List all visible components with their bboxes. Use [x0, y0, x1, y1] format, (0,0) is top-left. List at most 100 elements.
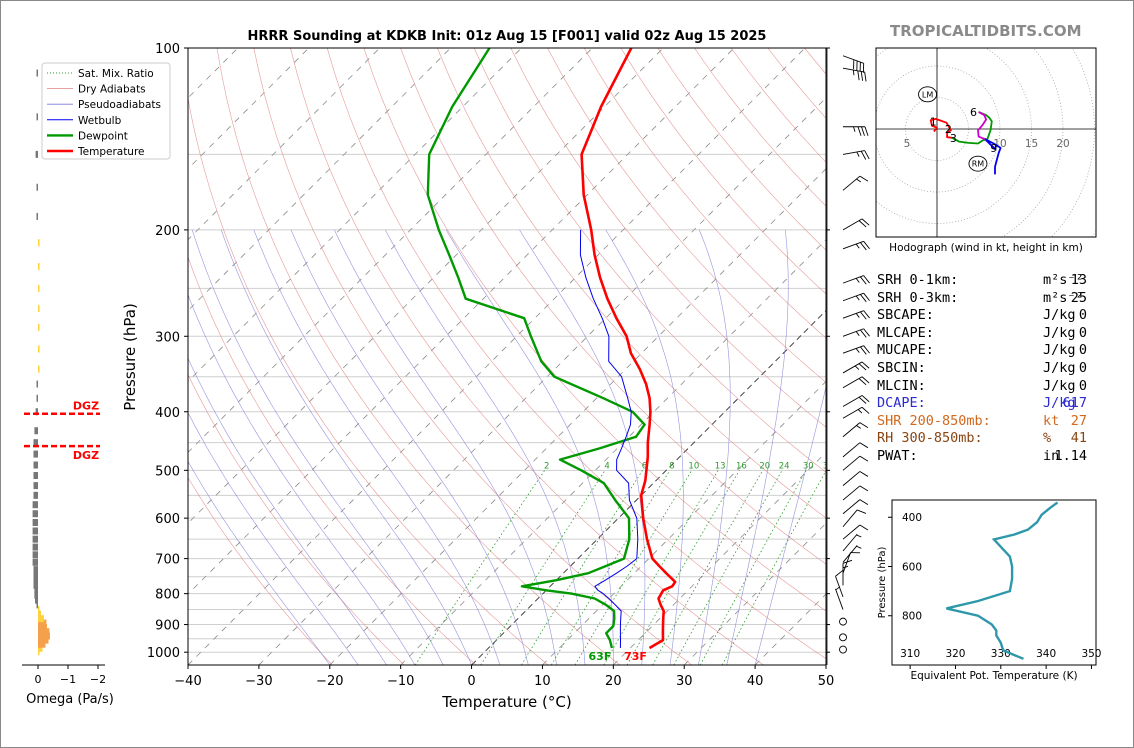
dry-adiabat-line — [510, 48, 826, 428]
x-tick-label: 20 — [605, 674, 622, 689]
omega-bar — [34, 591, 38, 599]
barb-flag — [859, 524, 869, 531]
wind-barb — [835, 586, 844, 610]
omega-bar — [38, 636, 49, 644]
omega-bar — [33, 461, 38, 469]
isotherm-line — [471, 309, 826, 665]
barb-staff — [842, 310, 864, 319]
theta-e-x-tick-label: 340 — [1036, 648, 1056, 660]
isotherm-line — [188, 48, 735, 595]
legend-label: Sat. Mix. Ratio — [78, 68, 154, 80]
theta-e-panel: 310 320 330 340 350 400 600 800 Equivalent Pot. … — [877, 499, 1101, 682]
omega-bar — [32, 510, 38, 518]
hodo-height-label: 6 — [970, 106, 977, 119]
stat-unit: J/kg — [1043, 377, 1076, 394]
barb-staff — [842, 524, 861, 540]
omega-bar — [32, 543, 38, 551]
omega-bar — [32, 518, 38, 526]
barb-flag — [860, 329, 867, 338]
wind-barb — [842, 406, 870, 419]
stat-value: 0 — [1078, 307, 1087, 324]
omega-bar — [35, 150, 38, 158]
stat-value: 617 — [1062, 395, 1087, 412]
stat-label: RH 300-850mb: — [877, 430, 983, 447]
x-tick-label: 40 — [747, 674, 764, 689]
stat-label: MLCIN: — [877, 377, 926, 394]
barb-flag — [860, 294, 867, 303]
stat-unit: m²s⁻² — [1043, 289, 1084, 306]
omega-bar — [35, 408, 38, 416]
y-tick-label: 100 — [155, 42, 180, 57]
skewt-axes-frame — [187, 47, 827, 666]
omega-tick-label: −1 — [60, 673, 76, 686]
omega-bar — [36, 183, 38, 191]
chart-title: HRRR Sounding at KDKB Init: 01z Aug 15 [… — [248, 29, 767, 44]
isotherm-line — [188, 48, 522, 383]
theta-e-frame — [891, 499, 1097, 666]
storm-motion-marker — [918, 86, 937, 103]
mixing-ratio-label: 6 — [642, 461, 647, 471]
hodo-frame — [875, 47, 1097, 238]
omega-bar — [38, 263, 40, 271]
barb-flag — [860, 276, 867, 285]
isotherm-line — [825, 664, 826, 665]
barb-flag — [859, 499, 869, 505]
dry-adiabat-line — [437, 48, 826, 519]
mixing-ratio-line — [721, 470, 826, 665]
omega-bar — [32, 527, 38, 535]
mixing-ratio-label: 10 — [688, 461, 699, 471]
storm-motion-marker — [968, 155, 988, 172]
omega-bar — [38, 640, 46, 648]
stat-value: 1.14 — [1054, 447, 1087, 464]
dry-adiabat-line — [188, 256, 477, 665]
legend-label: Dewpoint — [78, 130, 128, 142]
omega-bar — [33, 439, 38, 447]
calm-circle — [839, 633, 847, 642]
theta-e-x-label: Equivalent Pot. Temperature (K) — [910, 670, 1077, 682]
wetbulb-profile — [579, 229, 639, 649]
barb-flag — [864, 126, 869, 136]
stat-unit: J/kg — [1043, 307, 1076, 324]
pseudoadiabat-line — [445, 229, 614, 665]
brand-watermark: TROPICALTIDBITS.COM — [890, 22, 1082, 40]
barb-staff — [835, 576, 844, 598]
omega-bar — [38, 345, 40, 353]
x-axis-label: Temperature (°C) — [441, 693, 571, 711]
omega-bar — [36, 601, 38, 609]
skewt-plot-area: 2 4 6 8 10 13 16 20 24 30 36 — [188, 48, 826, 665]
barb-staff — [842, 67, 865, 73]
omega-bar — [33, 571, 38, 579]
stat-value: 0 — [1078, 324, 1087, 341]
theta-e-x-tick-label: 310 — [900, 648, 920, 660]
omega-bar — [35, 596, 38, 604]
wind-barb — [842, 442, 869, 458]
wind-barb — [842, 485, 869, 501]
hodo-height-label: 2 — [945, 123, 952, 136]
dgz-label: DGZ — [73, 449, 99, 462]
dry-adiabat-line — [400, 48, 826, 565]
stat-value: 41 — [1070, 430, 1087, 447]
dry-adiabat-line — [473, 48, 826, 473]
theta-e-y-tick-label: 400 — [902, 512, 922, 524]
barb-staff — [842, 471, 861, 486]
barb-flag — [842, 559, 853, 564]
barb-flag — [863, 292, 870, 301]
theta-e-y-label: Pressure (hPa) — [877, 547, 888, 619]
wind-barb — [842, 240, 870, 251]
stat-value: 0 — [1078, 377, 1087, 394]
barb-staff — [842, 376, 863, 389]
omega-bar — [38, 615, 44, 623]
barb-half-flag — [856, 178, 862, 183]
barb-flag — [859, 442, 869, 449]
barb-flag — [859, 471, 869, 477]
omega-bar — [38, 305, 40, 313]
omega-bar — [38, 239, 40, 247]
hodo-ring-label: 15 — [1025, 138, 1038, 150]
barb-flag — [859, 175, 869, 182]
wind-barb — [842, 67, 867, 82]
barb-flag — [857, 70, 860, 81]
y-axis-label: Pressure (hPa) — [121, 303, 139, 411]
barb-flag — [863, 345, 870, 354]
omega-bar — [38, 323, 40, 331]
omega-bar — [36, 380, 38, 388]
